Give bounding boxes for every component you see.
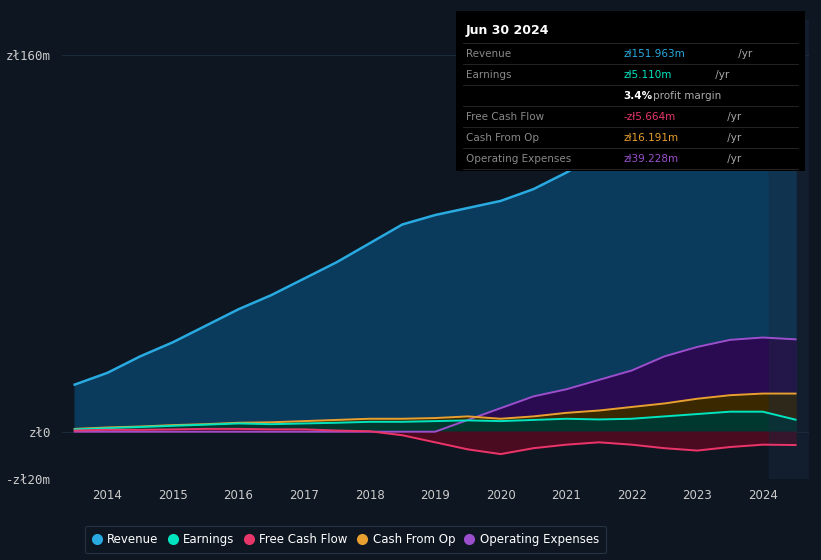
Text: /yr: /yr	[723, 133, 741, 143]
Text: Free Cash Flow: Free Cash Flow	[466, 111, 544, 122]
Text: zł16.191m: zł16.191m	[623, 133, 678, 143]
Text: zł151.963m: zł151.963m	[623, 49, 685, 59]
Text: 3.4%: 3.4%	[623, 91, 652, 101]
Text: zł39.228m: zł39.228m	[623, 153, 678, 164]
Text: /yr: /yr	[723, 111, 741, 122]
Bar	[769, 20, 809, 479]
Text: /yr: /yr	[713, 69, 730, 80]
Text: zł5.110m: zł5.110m	[623, 69, 672, 80]
Text: Cash From Op: Cash From Op	[466, 133, 539, 143]
Text: /yr: /yr	[735, 49, 752, 59]
Text: -zł5.664m: -zł5.664m	[623, 111, 676, 122]
Text: profit margin: profit margin	[653, 91, 721, 101]
Text: Revenue: Revenue	[466, 49, 511, 59]
Legend: Revenue, Earnings, Free Cash Flow, Cash From Op, Operating Expenses: Revenue, Earnings, Free Cash Flow, Cash …	[85, 526, 606, 553]
Text: Jun 30 2024: Jun 30 2024	[466, 24, 549, 37]
Text: Earnings: Earnings	[466, 69, 511, 80]
Text: Operating Expenses: Operating Expenses	[466, 153, 571, 164]
Text: /yr: /yr	[723, 153, 741, 164]
